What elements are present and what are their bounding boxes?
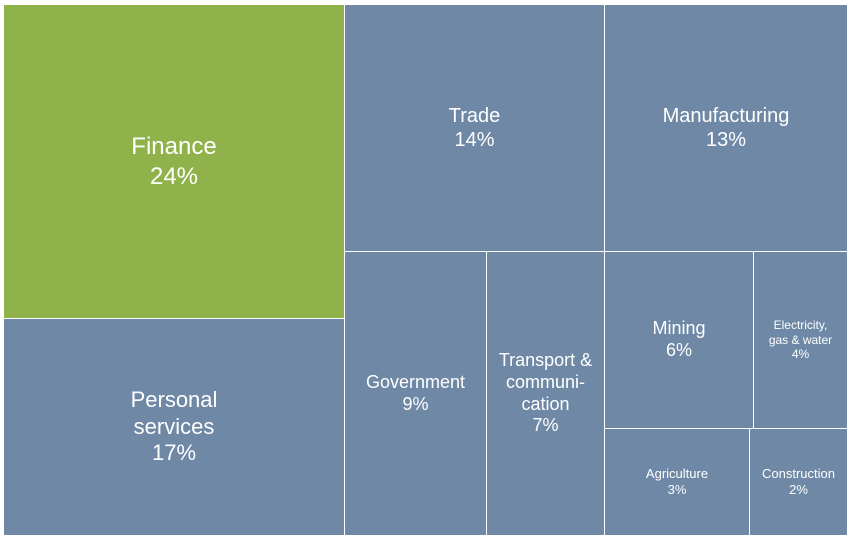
tile-value-construction: 2% — [789, 482, 808, 497]
tile-label-agriculture: Agriculture — [645, 466, 709, 482]
tile-value-electricity-gas-water: 4% — [791, 347, 810, 362]
tile-label-transport-communication: Transport & communi- cation — [498, 349, 593, 414]
treemap-tile-finance: Finance 24% — [4, 5, 344, 318]
tile-value-transport-communication: 7% — [532, 415, 559, 436]
tile-label-government: Government — [365, 371, 466, 392]
tile-value-government: 9% — [402, 393, 429, 414]
treemap-tile-government: Government 9% — [345, 252, 486, 535]
treemap-tile-transport-communication: Transport & communi- cation 7% — [487, 252, 604, 535]
tile-label-mining: Mining — [652, 318, 706, 339]
tile-value-manufacturing: 13% — [705, 129, 747, 151]
tile-value-personal-services: 17% — [151, 440, 197, 466]
tile-value-finance: 24% — [149, 162, 199, 190]
tile-label-finance: Finance — [131, 133, 217, 161]
treemap-tile-trade: Trade 14% — [345, 5, 604, 251]
treemap-tile-manufacturing: Manufacturing 13% — [605, 5, 847, 251]
treemap-tile-electricity-gas-water: Electricity, gas & water 4% — [754, 252, 847, 428]
treemap-tile-construction: Construction 2% — [750, 429, 847, 535]
tile-value-mining: 6% — [665, 340, 692, 360]
tile-label-manufacturing: Manufacturing — [662, 104, 790, 127]
tile-label-construction: Construction — [762, 466, 835, 482]
tile-label-electricity-gas-water: Electricity, gas & water — [768, 318, 833, 347]
treemap-tile-personal-services: Personal services 17% — [4, 319, 344, 535]
tile-value-agriculture: 3% — [667, 482, 687, 497]
treemap-tile-mining: Mining 6% — [605, 252, 753, 428]
tile-label-personal-services: Personal services — [130, 386, 218, 439]
treemap-tile-agriculture: Agriculture 3% — [605, 429, 749, 535]
tile-label-trade: Trade — [448, 104, 501, 127]
tile-value-trade: 14% — [454, 129, 495, 151]
